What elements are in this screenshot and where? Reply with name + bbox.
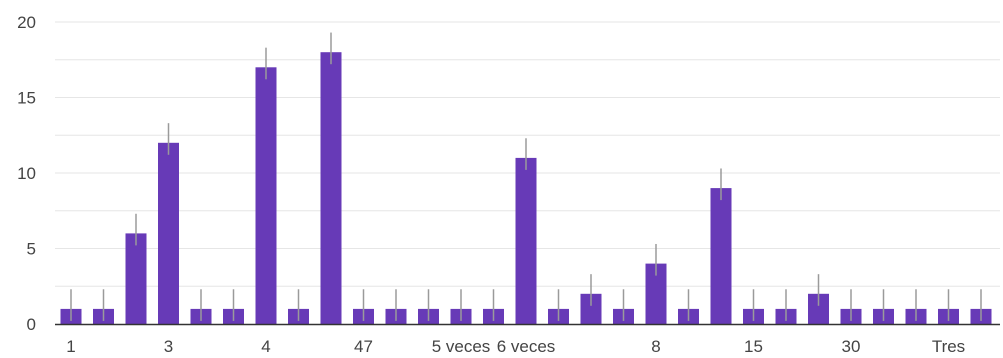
y-tick-label: 5	[27, 240, 36, 259]
bars	[60, 52, 992, 325]
y-tick-label: 20	[17, 13, 36, 32]
y-tick-label: 10	[17, 164, 36, 183]
y-tick-label: 0	[27, 315, 36, 334]
y-tick-label: 15	[17, 89, 36, 108]
bar	[710, 188, 732, 324]
x-tick-label: Tres	[932, 337, 965, 356]
x-tick-label: 5 veces	[432, 337, 491, 356]
x-tick-label: 8	[651, 337, 660, 356]
x-tick-label: 4	[261, 337, 270, 356]
bar	[580, 293, 602, 324]
x-tick-label: 30	[842, 337, 861, 356]
x-tick-label: 1	[66, 337, 75, 356]
x-axis-tick-labels: 1 3 4 47 5 veces 6 veces 8 15 30 Tres	[66, 337, 965, 356]
bar	[515, 157, 537, 324]
x-tick-label: 47	[354, 337, 373, 356]
bar	[320, 52, 342, 324]
error-bars	[70, 32, 982, 321]
x-tick-label: 6 veces	[497, 337, 556, 356]
x-tick-label: 3	[164, 337, 173, 356]
bar	[808, 293, 829, 324]
x-tick-label: 15	[744, 337, 763, 356]
bar	[125, 233, 147, 324]
bar	[645, 263, 667, 324]
bar	[158, 142, 179, 324]
y-axis-tick-labels: 0 5 10 15 20	[17, 13, 36, 334]
bar	[255, 67, 277, 325]
